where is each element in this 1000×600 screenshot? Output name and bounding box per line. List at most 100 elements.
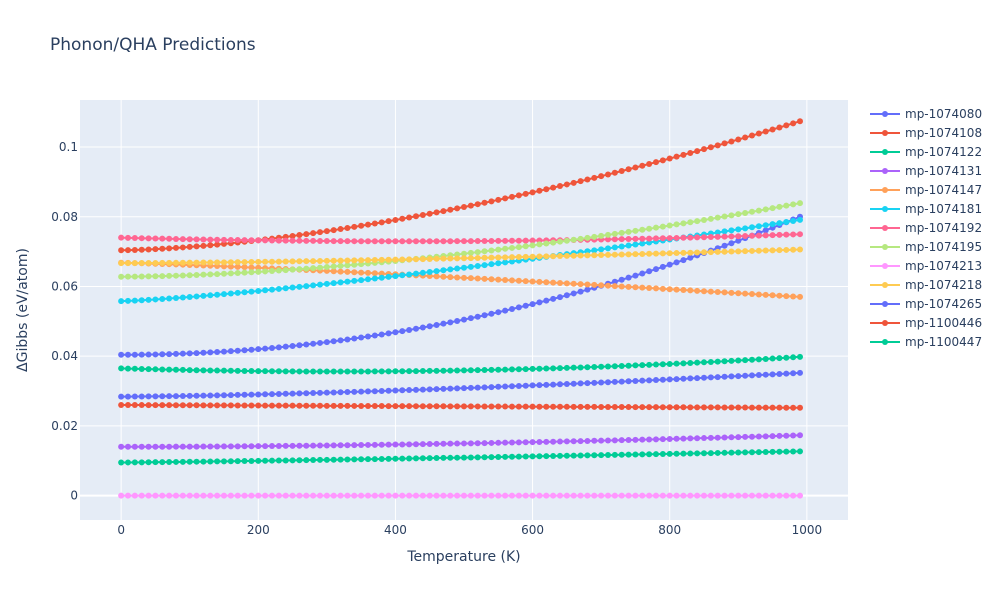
data-point	[399, 256, 406, 263]
data-point	[632, 251, 639, 258]
data-point	[666, 404, 673, 411]
data-point	[598, 252, 605, 259]
legend-item-mp-1074080[interactable]: mp-1074080	[870, 107, 982, 121]
legend-item-mp-1074213[interactable]: mp-1074213	[870, 259, 982, 273]
data-point	[625, 251, 632, 258]
data-point	[440, 320, 447, 327]
data-point	[543, 403, 550, 410]
data-point	[125, 443, 131, 450]
data-point	[131, 235, 138, 242]
legend-item-mp-1074131[interactable]: mp-1074131	[870, 164, 982, 178]
data-point	[296, 342, 303, 349]
data-point	[125, 351, 131, 358]
data-point	[426, 268, 433, 275]
data-point	[241, 269, 248, 276]
data-point	[351, 388, 358, 395]
data-point	[433, 238, 440, 245]
series-line	[121, 120, 801, 252]
data-point	[255, 287, 262, 294]
data-point	[337, 337, 344, 344]
data-point	[179, 272, 186, 279]
data-point	[248, 443, 255, 450]
legend-item-mp-1100447[interactable]: mp-1100447	[870, 335, 982, 349]
data-point	[433, 403, 440, 410]
data-point	[461, 440, 467, 447]
data-point	[714, 142, 721, 149]
data-point	[440, 492, 447, 499]
data-point	[193, 293, 200, 300]
legend-item-mp-1074218[interactable]: mp-1074218	[870, 278, 982, 292]
data-point	[557, 438, 563, 445]
data-point	[296, 283, 303, 290]
data-point	[310, 457, 317, 464]
legend-item-mp-1074181[interactable]: mp-1074181	[870, 202, 982, 216]
data-point	[735, 248, 742, 255]
legend-marker-swatch	[882, 263, 888, 269]
legend-item-mp-1074147[interactable]: mp-1074147	[870, 183, 982, 197]
data-point	[433, 321, 440, 328]
data-point	[221, 392, 227, 399]
data-point	[310, 390, 317, 397]
data-point	[783, 293, 790, 300]
data-point	[200, 392, 207, 399]
legend-item-mp-1100446[interactable]: mp-1100446	[870, 316, 982, 330]
data-point	[721, 492, 728, 499]
legend-item-mp-1074122[interactable]: mp-1074122	[870, 145, 982, 159]
y-tick-label: 0.02	[51, 419, 78, 433]
legend-item-mp-1074192[interactable]: mp-1074192	[870, 221, 982, 235]
data-point	[378, 219, 385, 226]
data-point	[611, 363, 618, 370]
data-point	[755, 232, 762, 239]
data-point	[337, 262, 344, 269]
data-point	[378, 368, 385, 375]
data-point	[790, 293, 797, 300]
data-point	[783, 246, 790, 253]
y-tick-label: 0.04	[51, 349, 78, 363]
legend-item-mp-1074265[interactable]: mp-1074265	[870, 297, 982, 311]
data-point	[200, 242, 207, 249]
data-point	[461, 250, 467, 257]
data-point	[550, 239, 557, 246]
data-point	[467, 440, 474, 447]
data-point	[474, 201, 481, 208]
data-point	[371, 238, 378, 245]
data-point	[701, 359, 707, 366]
data-point	[598, 363, 605, 370]
legend[interactable]: mp-1074080 mp-1074108 mp-1074122 mp-1074131…	[870, 107, 982, 349]
data-point	[632, 404, 639, 411]
data-point	[687, 249, 694, 256]
data-point	[179, 236, 186, 243]
series-mp-1074218	[118, 246, 803, 267]
data-point	[454, 385, 461, 392]
legend-marker-swatch	[882, 149, 888, 155]
data-point	[365, 492, 371, 499]
data-point	[152, 459, 159, 466]
data-point	[749, 224, 755, 231]
data-point	[378, 238, 385, 245]
data-point	[173, 402, 179, 409]
data-point	[282, 237, 289, 244]
data-point	[152, 273, 159, 280]
data-point	[337, 268, 344, 275]
data-point	[179, 443, 186, 450]
data-point	[145, 402, 152, 409]
data-point	[673, 259, 680, 266]
data-point	[371, 368, 378, 375]
series-mp-1074265	[118, 369, 803, 400]
data-point	[515, 453, 522, 460]
data-point	[611, 236, 618, 243]
data-point	[509, 193, 515, 200]
data-point	[755, 130, 762, 137]
data-point	[467, 249, 474, 256]
data-point	[570, 438, 577, 445]
legend-item-mp-1074195[interactable]: mp-1074195	[870, 240, 982, 254]
data-point	[152, 296, 159, 303]
data-point	[337, 389, 344, 396]
data-point	[639, 226, 646, 233]
data-point	[207, 271, 214, 278]
data-point	[179, 350, 186, 357]
legend-item-mp-1074108[interactable]: mp-1074108	[870, 126, 982, 140]
data-point	[515, 492, 522, 499]
data-point	[269, 443, 275, 450]
data-point	[646, 160, 653, 167]
